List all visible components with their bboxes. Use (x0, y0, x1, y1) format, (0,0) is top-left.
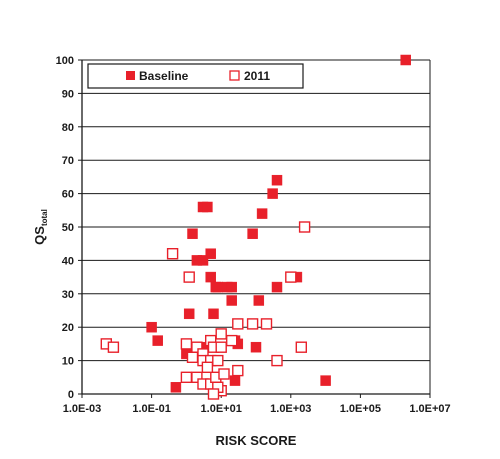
legend-label-baseline: Baseline (139, 69, 189, 83)
baseline-point (208, 308, 219, 320)
baseline-point (187, 228, 198, 239)
grid-lines (78, 59, 430, 395)
point-2011 (232, 318, 244, 330)
baseline-point (271, 174, 283, 186)
y-tick-label: 30 (62, 289, 74, 301)
baseline-point (226, 295, 237, 306)
legend-marker-baseline (126, 71, 135, 80)
baseline-point (400, 54, 411, 66)
axes (81, 60, 431, 398)
point-2011 (212, 354, 224, 367)
x-tick-label: 1.0E-01 (132, 403, 171, 415)
y-tick-label: 60 (62, 189, 74, 201)
y-tick-label: 50 (62, 222, 74, 234)
x-tick-label: 1.0E+07 (409, 403, 450, 415)
legend-label-2011: 2011 (244, 69, 270, 83)
point-2011 (271, 354, 283, 367)
baseline-point (253, 295, 265, 306)
point-2011 (295, 341, 307, 353)
y-axis-title-subscript: total (40, 209, 49, 226)
y-tick-label: 80 (62, 122, 74, 134)
point-2011 (180, 371, 193, 383)
baseline-point (247, 228, 258, 239)
y-tick-label: 40 (62, 255, 74, 267)
y-tick-label: 10 (62, 356, 74, 368)
baseline-point (226, 281, 237, 293)
baseline-point (320, 375, 331, 386)
baseline-point (205, 248, 216, 259)
baseline-point (183, 308, 195, 320)
baseline-point (229, 375, 241, 386)
baseline-point (202, 201, 213, 213)
y-tick-labels: 0 10 20 30 40 50 60 70 80 90 100 (56, 55, 74, 401)
point-2011 (246, 318, 259, 330)
x-tick-label: 1.0E+01 (201, 403, 242, 415)
point-2011 (232, 364, 244, 377)
point-2011 (260, 318, 273, 330)
x-axis-title: RISK SCORE (216, 433, 297, 448)
point-2011 (201, 361, 214, 373)
point-2011 (183, 271, 195, 283)
y-tick-label: 90 (62, 88, 74, 100)
point-2011 (180, 338, 193, 350)
legend: Baseline 2011 (87, 63, 304, 89)
baseline-point (170, 382, 182, 393)
y-tick-label: 0 (68, 389, 74, 401)
y-axis-title: QStotal (32, 209, 49, 245)
legend-box (87, 63, 304, 89)
x-tick-labels: 1.0E-03 1.0E-01 1.0E+01 1.0E+03 1.0E+05 1.0E+… (63, 403, 451, 415)
x-tick-label: 1.0E-03 (63, 403, 102, 415)
point-2011 (186, 351, 199, 363)
x-tick-label: 1.0E+03 (270, 403, 311, 415)
baseline-point (256, 208, 268, 219)
y-tick-label: 20 (62, 322, 74, 334)
baseline-point (271, 281, 283, 293)
baseline-point (212, 281, 224, 293)
baseline-point (267, 188, 278, 199)
baseline-point (146, 321, 157, 333)
baseline-point (205, 271, 216, 283)
baseline-point (250, 341, 262, 353)
point-2011 (225, 334, 238, 347)
y-tick-label: 70 (62, 155, 74, 167)
point-2011 (285, 271, 297, 283)
x-tick-label: 1.0E+05 (340, 403, 381, 415)
point-2011 (166, 247, 179, 260)
legend-marker-2011 (229, 70, 240, 81)
baseline-point (197, 255, 209, 266)
point-2011 (218, 368, 230, 380)
point-2011 (298, 221, 311, 233)
point-2011 (207, 388, 220, 400)
baseline-point (152, 335, 163, 346)
point-2011 (107, 341, 120, 353)
y-axis-title-main: QS (32, 226, 47, 245)
point-2011 (215, 341, 227, 353)
y-tick-label: 100 (56, 55, 74, 67)
point-2011 (215, 328, 227, 340)
data-points (100, 54, 411, 400)
